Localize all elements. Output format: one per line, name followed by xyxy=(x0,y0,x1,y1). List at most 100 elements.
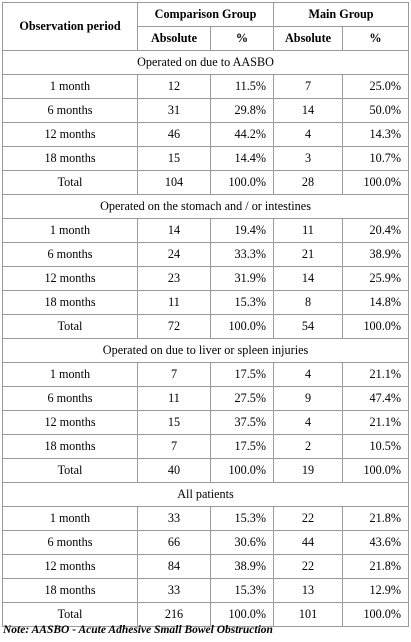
table-body: Operated on due to AASBO 1 month 12 11.5% 7 2… xyxy=(1,50,410,627)
main-percent-cell: 20.4% xyxy=(342,218,410,243)
main-percent-cell: 12.9% xyxy=(342,578,410,603)
comparison-percent-cell: 100.0% xyxy=(209,314,275,339)
main-percent-cell: 21.8% xyxy=(342,506,410,531)
table-row: 1 month 33 15.3% 22 21.8% xyxy=(2,506,410,531)
comparison-absolute-cell: 15 xyxy=(137,410,211,435)
main-percent-cell: 14.3% xyxy=(342,122,410,147)
comparison-absolute-cell: 15 xyxy=(137,146,211,171)
main-percent-cell: 21.8% xyxy=(342,554,410,579)
period-cell: 18 months xyxy=(2,290,138,315)
table-row: 12 months 23 31.9% 14 25.9% xyxy=(2,266,410,291)
comparison-percent-cell: 29.8% xyxy=(209,98,275,123)
main-absolute-cell: 101 xyxy=(273,602,344,627)
main-percent-cell: 43.6% xyxy=(342,530,410,555)
main-percent-cell: 21.1% xyxy=(342,362,410,387)
main-absolute-cell: 44 xyxy=(273,530,344,555)
period-cell: 18 months xyxy=(2,146,138,171)
main-percent-cell: 38.9% xyxy=(342,242,410,267)
comparison-absolute-cell: 12 xyxy=(137,74,211,99)
period-cell: Total xyxy=(2,458,138,483)
period-cell: 1 month xyxy=(2,362,138,387)
section-title: Operated on due to liver or spleen injur… xyxy=(1,338,410,363)
comparison-percent-cell: 17.5% xyxy=(209,434,275,459)
table-row: 18 months 33 15.3% 13 12.9% xyxy=(2,578,410,603)
table-row: 6 months 11 27.5% 9 47.4% xyxy=(2,386,410,411)
table-row: Total 40 100.0% 19 100.0% xyxy=(2,458,410,483)
comparison-percent-cell: 14.4% xyxy=(209,146,275,171)
main-absolute-cell: 4 xyxy=(273,362,344,387)
period-cell: 6 months xyxy=(2,530,138,555)
table-row: 1 month 7 17.5% 4 21.1% xyxy=(2,362,410,387)
comparison-absolute-cell: 216 xyxy=(137,602,211,627)
comparison-absolute-cell: 33 xyxy=(137,506,211,531)
main-percent-cell: 25.9% xyxy=(342,266,410,291)
main-percent-cell: 100.0% xyxy=(342,602,410,627)
table-row: 12 months 46 44.2% 4 14.3% xyxy=(2,122,410,147)
period-cell: 12 months xyxy=(2,554,138,579)
comparison-percent-cell: 19.4% xyxy=(209,218,275,243)
main-absolute-cell: 8 xyxy=(273,290,344,315)
section-row: Operated on due to liver or spleen injur… xyxy=(1,338,410,363)
main-absolute-cell: 14 xyxy=(273,266,344,291)
main-absolute-cell: 2 xyxy=(273,434,344,459)
comparison-absolute-cell: 11 xyxy=(137,290,211,315)
comparison-percent-cell: 30.6% xyxy=(209,530,275,555)
main-percent-cell: 10.5% xyxy=(342,434,410,459)
period-cell: 1 month xyxy=(2,74,138,99)
comparison-percent-cell: 15.3% xyxy=(209,578,275,603)
main-absolute-cell: 4 xyxy=(273,410,344,435)
period-cell: Total xyxy=(2,602,138,627)
table-row: 12 months 15 37.5% 4 21.1% xyxy=(2,410,410,435)
comparison-absolute-cell: 33 xyxy=(137,578,211,603)
comparison-percent-cell: 17.5% xyxy=(209,362,275,387)
table-row: 6 months 66 30.6% 44 43.6% xyxy=(2,530,410,555)
header-observation-period: Observation period xyxy=(2,2,138,51)
table-row: Total 104 100.0% 28 100.0% xyxy=(2,170,410,195)
section-row: Operated on due to AASBO xyxy=(1,50,410,75)
section-title: All patients xyxy=(1,482,410,507)
comparison-absolute-cell: 66 xyxy=(137,530,211,555)
comparison-percent-cell: 15.3% xyxy=(209,290,275,315)
comparison-percent-cell: 100.0% xyxy=(209,602,275,627)
table-row: 6 months 31 29.8% 14 50.0% xyxy=(2,98,410,123)
table-row: 1 month 14 19.4% 11 20.4% xyxy=(2,218,410,243)
main-absolute-cell: 4 xyxy=(273,122,344,147)
main-absolute-cell: 19 xyxy=(273,458,344,483)
main-absolute-cell: 54 xyxy=(273,314,344,339)
comparison-absolute-cell: 24 xyxy=(137,242,211,267)
table-note: Note: AASBO - Acute Adhesive Small Bowel… xyxy=(3,624,273,636)
period-cell: Total xyxy=(2,314,138,339)
section-row: All patients xyxy=(1,482,410,507)
period-cell: 6 months xyxy=(2,98,138,123)
comparison-percent-cell: 11.5% xyxy=(209,74,275,99)
main-percent-cell: 100.0% xyxy=(342,458,410,483)
comparison-percent-cell: 27.5% xyxy=(209,386,275,411)
main-percent-cell: 25.0% xyxy=(342,74,410,99)
main-absolute-cell: 13 xyxy=(273,578,344,603)
comparison-absolute-cell: 31 xyxy=(137,98,211,123)
comparison-percent-cell: 15.3% xyxy=(209,506,275,531)
comparison-absolute-cell: 11 xyxy=(137,386,211,411)
main-percent-cell: 100.0% xyxy=(342,314,410,339)
table-row: 1 month 12 11.5% 7 25.0% xyxy=(2,74,410,99)
period-cell: 18 months xyxy=(2,434,138,459)
main-absolute-cell: 14 xyxy=(273,98,344,123)
comparison-absolute-cell: 7 xyxy=(137,362,211,387)
header-comparison-group: Comparison Group xyxy=(136,2,275,27)
period-cell: 12 months xyxy=(2,410,138,435)
main-percent-cell: 14.8% xyxy=(342,290,410,315)
comparison-absolute-cell: 40 xyxy=(137,458,211,483)
header-main-absolute: Absolute xyxy=(273,26,344,51)
comparison-absolute-cell: 23 xyxy=(137,266,211,291)
table-row: 6 months 24 33.3% 21 38.9% xyxy=(2,242,410,267)
table-row: 18 months 15 14.4% 3 10.7% xyxy=(2,146,410,171)
comparison-percent-cell: 100.0% xyxy=(209,458,275,483)
period-cell: 6 months xyxy=(2,242,138,267)
main-absolute-cell: 21 xyxy=(273,242,344,267)
period-cell: 6 months xyxy=(2,386,138,411)
comparison-percent-cell: 44.2% xyxy=(209,122,275,147)
main-absolute-cell: 22 xyxy=(273,554,344,579)
main-absolute-cell: 3 xyxy=(273,146,344,171)
comparison-absolute-cell: 72 xyxy=(137,314,211,339)
main-absolute-cell: 7 xyxy=(273,74,344,99)
